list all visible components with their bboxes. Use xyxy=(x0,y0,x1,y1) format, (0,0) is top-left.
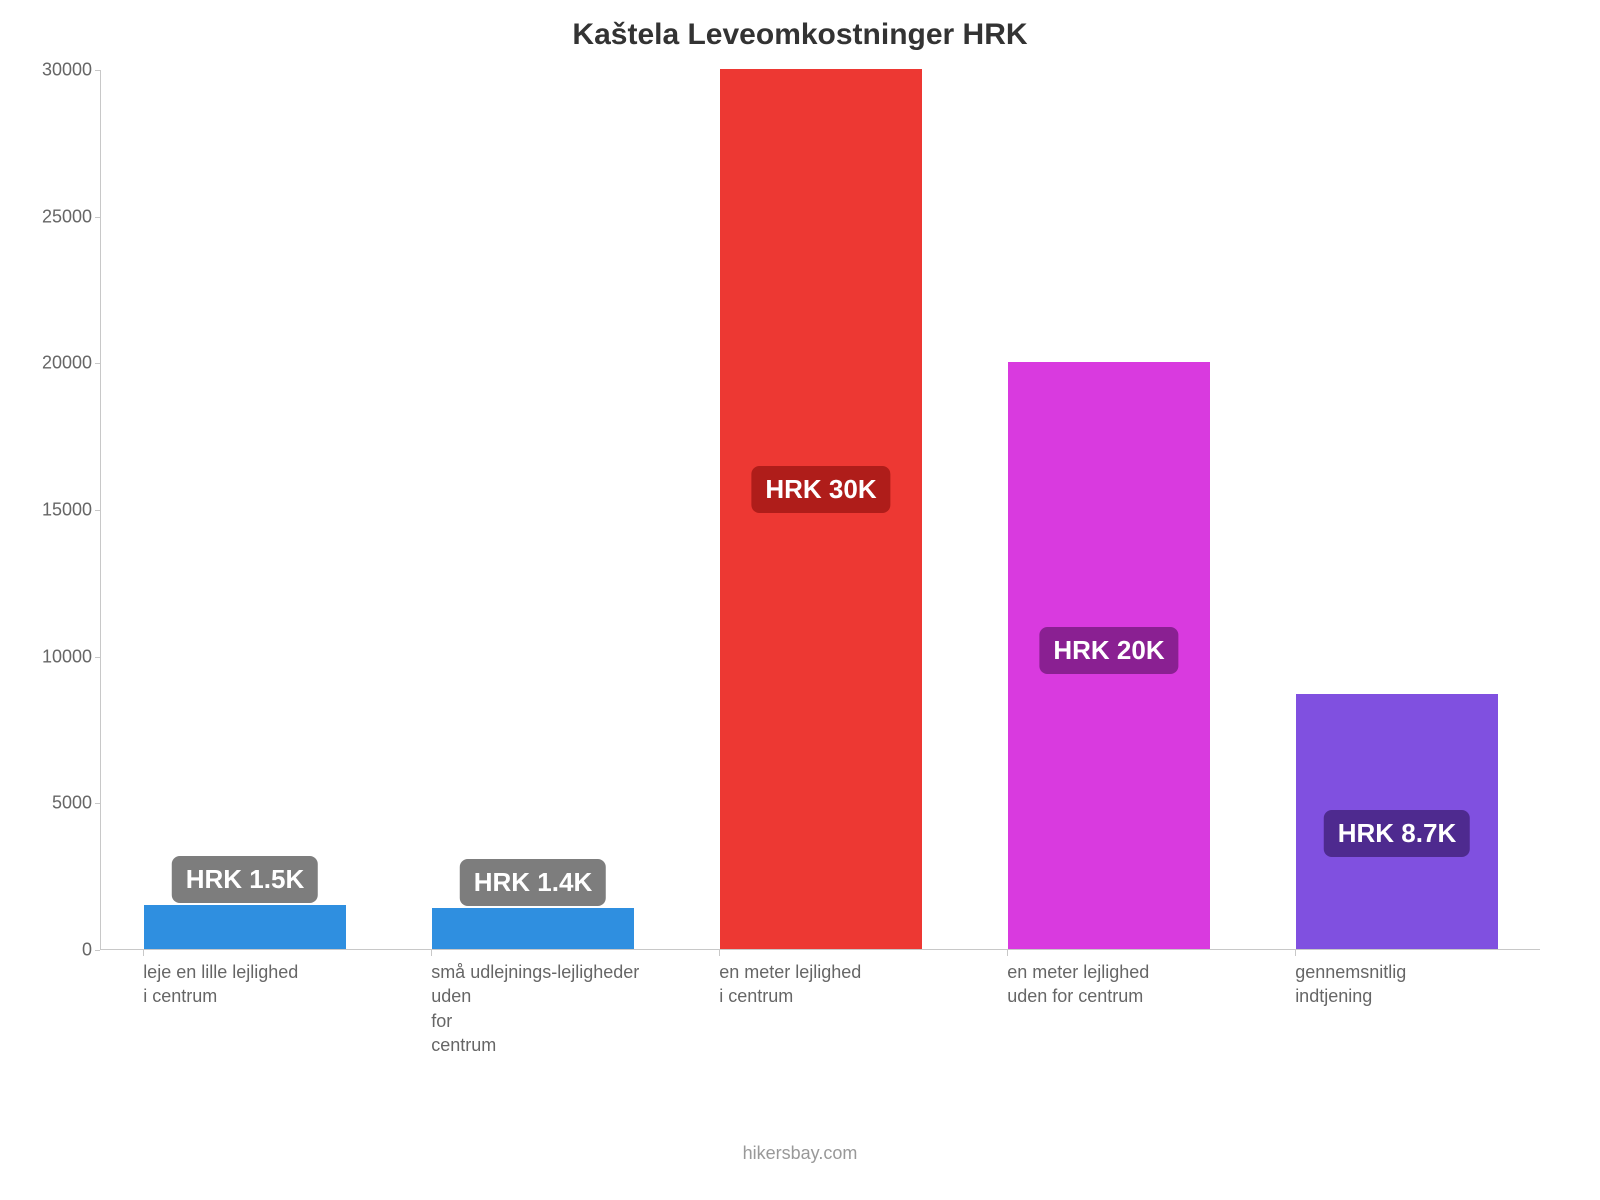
plot-area: HRK 1.5K HRK 1.4K HRK 30K HRK 20K HRK 8.7K xyxy=(100,70,1540,950)
y-tick-label: 10000 xyxy=(12,646,92,667)
y-tick-label: 30000 xyxy=(12,60,92,81)
chart-title: Kaštela Leveomkostninger HRK xyxy=(0,18,1600,52)
x-axis-label: leje en lille lejlighedi centrum xyxy=(143,960,365,1009)
chart-footer: hikersbay.com xyxy=(0,1143,1600,1164)
value-badge: HRK 1.4K xyxy=(460,859,606,906)
x-tick-mark xyxy=(719,950,720,956)
value-badge: HRK 30K xyxy=(751,466,890,513)
y-tick-label: 25000 xyxy=(12,206,92,227)
y-tick-mark xyxy=(95,950,100,951)
y-tick-label: 5000 xyxy=(12,793,92,814)
x-axis-label: gennemsnitligindtjening xyxy=(1295,960,1517,1009)
y-tick-label: 0 xyxy=(12,940,92,961)
chart-container: Kaštela Leveomkostninger HRK 0 5000 10000 1… xyxy=(0,0,1600,1200)
x-tick-mark xyxy=(431,950,432,956)
x-axis-label: små udlejnings-lejlighederudenforcentrum xyxy=(431,960,653,1057)
x-tick-mark xyxy=(1007,950,1008,956)
x-axis-label: en meter lejligheduden for centrum xyxy=(1007,960,1229,1009)
value-badge: HRK 8.7K xyxy=(1324,810,1470,857)
bar xyxy=(432,908,634,949)
value-badge: HRK 1.5K xyxy=(172,856,318,903)
x-tick-mark xyxy=(1295,950,1296,956)
value-badge: HRK 20K xyxy=(1039,627,1178,674)
x-axis-label: en meter lejlighedi centrum xyxy=(719,960,941,1009)
bar xyxy=(144,905,346,949)
y-tick-label: 20000 xyxy=(12,353,92,374)
x-tick-mark xyxy=(143,950,144,956)
y-tick-label: 15000 xyxy=(12,500,92,521)
